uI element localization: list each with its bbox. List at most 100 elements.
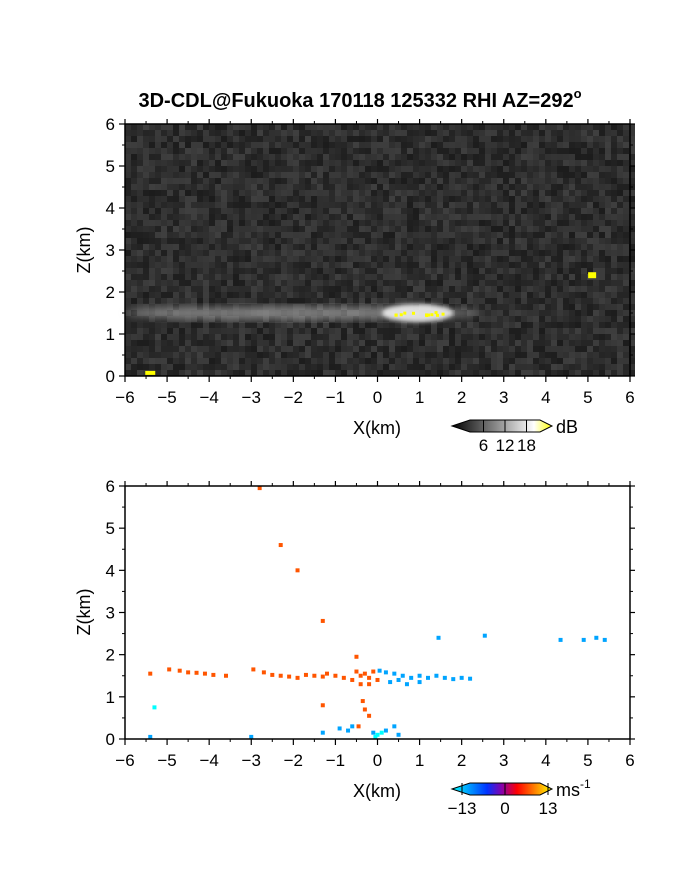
noise-cell <box>161 160 167 166</box>
noise-cell <box>449 340 455 346</box>
noise-cell <box>137 316 143 322</box>
noise-cell <box>605 322 611 328</box>
noise-cell <box>185 340 191 346</box>
noise-cell <box>233 202 239 208</box>
noise-cell <box>479 214 485 220</box>
noise-cell <box>575 166 581 172</box>
noise-cell <box>185 358 191 364</box>
noise-cell <box>323 286 329 292</box>
noise-cell <box>593 142 599 148</box>
noise-cell <box>167 262 173 268</box>
noise-cell <box>581 130 587 136</box>
noise-cell <box>125 238 131 244</box>
noise-cell <box>503 262 509 268</box>
noise-cell <box>479 274 485 280</box>
noise-cell <box>557 166 563 172</box>
noise-cell <box>443 166 449 172</box>
y-tick-label: 1 <box>106 688 115 707</box>
noise-cell <box>251 154 257 160</box>
noise-cell <box>323 166 329 172</box>
noise-cell <box>137 250 143 256</box>
noise-cell <box>305 232 311 238</box>
noise-cell <box>521 244 527 250</box>
noise-cell <box>155 214 161 220</box>
noise-cell <box>149 160 155 166</box>
noise-cell <box>257 268 263 274</box>
noise-cell <box>221 136 227 142</box>
noise-cell <box>407 166 413 172</box>
noise-cell <box>533 136 539 142</box>
noise-cell <box>347 352 353 358</box>
velocity-point <box>602 637 607 642</box>
noise-cell <box>491 370 497 376</box>
velocity-point <box>383 728 388 733</box>
noise-cell <box>431 346 437 352</box>
noise-cell <box>401 202 407 208</box>
noise-cell <box>407 340 413 346</box>
noise-cell <box>539 142 545 148</box>
noise-cell <box>617 166 623 172</box>
noise-cell <box>125 256 131 262</box>
noise-cell <box>473 364 479 370</box>
noise-cell <box>317 262 323 268</box>
noise-cell <box>491 208 497 214</box>
noise-cell <box>155 328 161 334</box>
noise-cell <box>149 202 155 208</box>
noise-cell <box>233 256 239 262</box>
noise-cell <box>383 352 389 358</box>
velocity-point <box>459 675 464 680</box>
noise-cell <box>389 250 395 256</box>
noise-cell <box>185 178 191 184</box>
noise-cell <box>239 172 245 178</box>
noise-cell <box>185 250 191 256</box>
noise-cell <box>449 184 455 190</box>
noise-cell <box>557 232 563 238</box>
noise-cell <box>407 256 413 262</box>
noise-cell <box>197 286 203 292</box>
noise-cell <box>509 304 515 310</box>
noise-cell <box>389 340 395 346</box>
noise-cell <box>341 364 347 370</box>
noise-cell <box>593 220 599 226</box>
noise-cell <box>413 340 419 346</box>
noise-cell <box>149 268 155 274</box>
noise-cell <box>227 136 233 142</box>
noise-cell <box>437 214 443 220</box>
noise-cell <box>539 370 545 376</box>
noise-cell <box>569 352 575 358</box>
noise-cell <box>305 190 311 196</box>
noise-cell <box>497 142 503 148</box>
noise-cell <box>179 214 185 220</box>
noise-cell <box>449 334 455 340</box>
noise-cell <box>593 178 599 184</box>
noise-cell <box>227 370 233 376</box>
noise-cell <box>311 196 317 202</box>
noise-cell <box>623 364 629 370</box>
noise-cell <box>479 304 485 310</box>
velocity-point <box>396 677 401 682</box>
noise-cell <box>251 292 257 298</box>
noise-cell <box>125 142 131 148</box>
noise-cell <box>347 136 353 142</box>
noise-cell <box>179 220 185 226</box>
noise-cell <box>329 196 335 202</box>
velocity-point <box>396 732 401 737</box>
noise-cell <box>467 322 473 328</box>
noise-cell <box>149 286 155 292</box>
noise-cell <box>149 196 155 202</box>
noise-cell <box>395 148 401 154</box>
noise-cell <box>401 250 407 256</box>
noise-cell <box>209 178 215 184</box>
noise-cell <box>131 268 137 274</box>
noise-cell <box>587 268 593 274</box>
noise-cell <box>461 142 467 148</box>
noise-cell <box>605 370 611 376</box>
noise-cell <box>359 340 365 346</box>
noise-cell <box>425 334 431 340</box>
noise-cell <box>257 352 263 358</box>
noise-cell <box>503 154 509 160</box>
noise-cell <box>209 274 215 280</box>
y-tick-label: 2 <box>106 283 115 302</box>
noise-cell <box>359 346 365 352</box>
noise-cell <box>269 238 275 244</box>
